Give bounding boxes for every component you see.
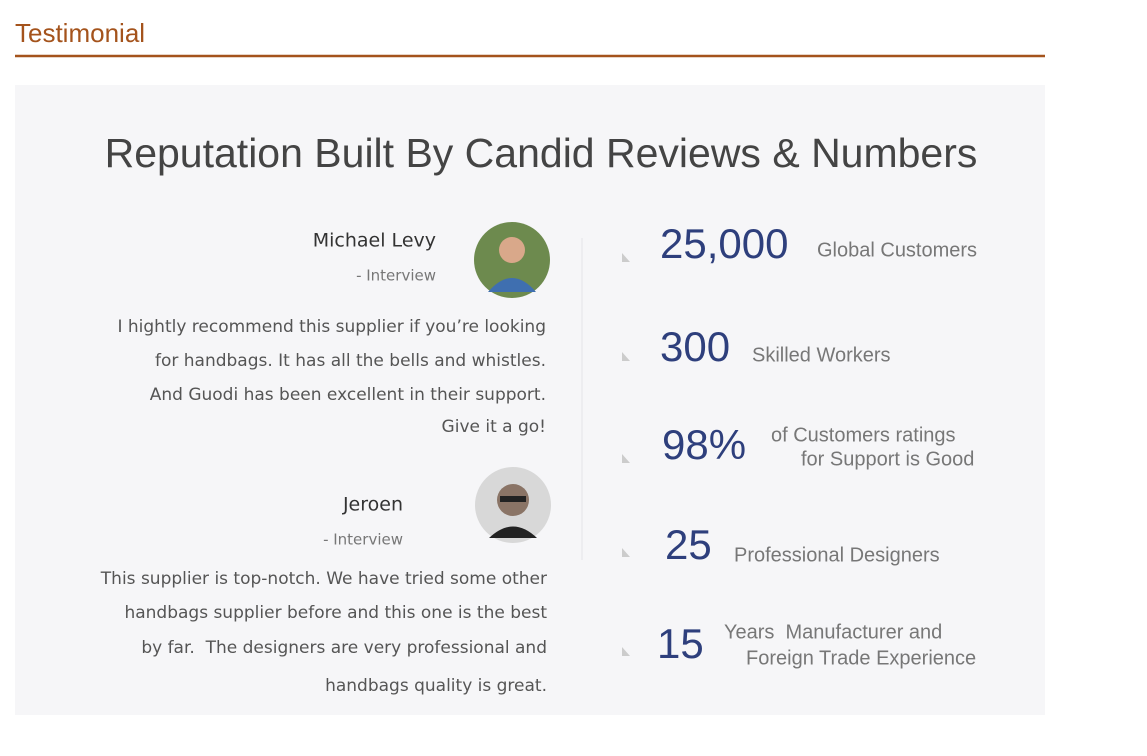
review-line: This supplier is top-notch. We have trie… bbox=[100, 569, 547, 589]
bullet bbox=[622, 352, 630, 361]
review-line: handbags supplier before and this one is… bbox=[124, 603, 547, 623]
avatar bbox=[475, 467, 551, 543]
header-title: Testimonial bbox=[15, 18, 145, 48]
reviewer-role: - Interview bbox=[323, 531, 403, 549]
review-line: I hightly recommend this supplier if you… bbox=[117, 317, 546, 337]
heading: Reputation Built By Candid Reviews & Num… bbox=[105, 130, 978, 176]
bullet bbox=[622, 454, 630, 463]
avatar bbox=[474, 222, 550, 298]
reviewer-name: Jeroen bbox=[342, 494, 403, 516]
stat-number: 25,000 bbox=[660, 220, 788, 267]
stat-label: for Support is Good bbox=[801, 448, 974, 470]
stat-number: 98% bbox=[662, 421, 746, 468]
stat-number: 15 bbox=[657, 620, 704, 667]
review-line: Give it a go! bbox=[442, 417, 546, 437]
review-line: for handbags. It has all the bells and w… bbox=[155, 351, 546, 371]
stat-label: of Customers ratings bbox=[771, 424, 956, 446]
stat-label: Foreign Trade Experience bbox=[746, 647, 976, 669]
panel bbox=[15, 85, 1045, 715]
review-line: And Guodi has been excellent in their su… bbox=[150, 385, 546, 405]
stat-number: 25 bbox=[665, 521, 712, 568]
bullet bbox=[622, 647, 630, 656]
bullet bbox=[622, 253, 630, 262]
review-line: by far. The designers are very professio… bbox=[141, 638, 547, 658]
review-line: handbags quality is great. bbox=[325, 676, 547, 696]
stat-label: Years Manufacturer and bbox=[724, 621, 942, 643]
stat-label: Skilled Workers bbox=[752, 344, 891, 366]
stat-number: 300 bbox=[660, 323, 730, 370]
bullet bbox=[622, 548, 630, 557]
reviewer-name: Michael Levy bbox=[313, 230, 436, 252]
reviewer-role: - Interview bbox=[356, 267, 436, 285]
stat-label: Professional Designers bbox=[734, 544, 940, 566]
stat-label: Global Customers bbox=[817, 239, 977, 261]
